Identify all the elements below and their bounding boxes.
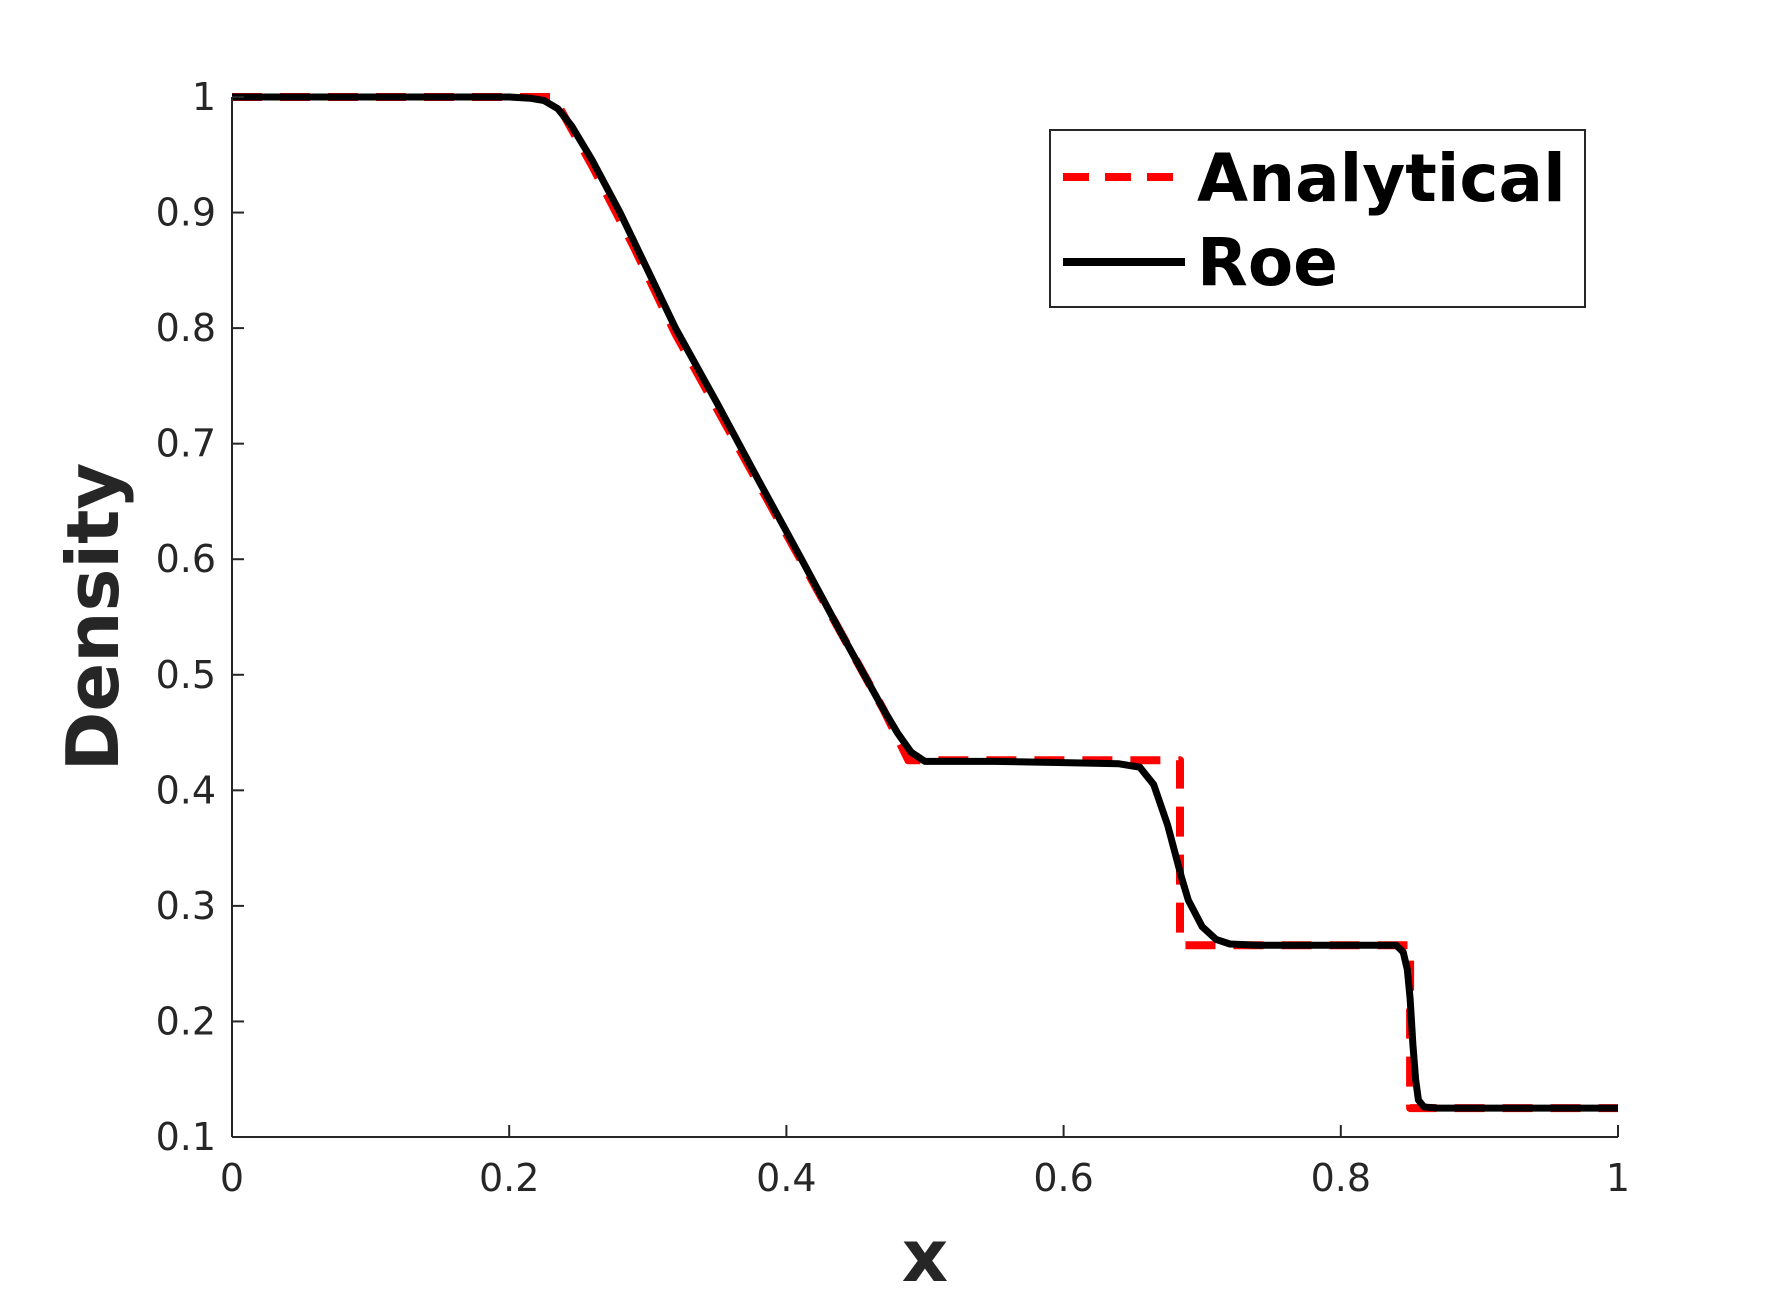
x-tick-label: 0.6 [1033,1156,1093,1200]
series-line-roe [232,93,1618,1112]
x-tick-label: 0.4 [756,1156,816,1200]
legend-label-roe: Roe [1197,224,1338,301]
legend-box [1049,129,1586,308]
y-tick-label: 0.6 [156,537,216,581]
axes [231,97,1618,1138]
y-tick-label: 1 [192,75,216,119]
y-tick-label: 0.1 [156,1115,216,1159]
x-tick-label: 0 [220,1156,244,1200]
legend: Analytical Roe [1049,129,1586,308]
x-tick-label: 0.8 [1311,1156,1371,1200]
series-layer [232,93,1618,1113]
y-tick-label: 0.4 [156,768,216,812]
legend-label-analytical: Analytical [1197,140,1566,217]
y-tick-label: 0.8 [156,306,216,350]
y-ticks: 0.1 0.2 0.3 0.4 0.5 0.6 0.7 0.8 0.9 1 [156,75,244,1159]
y-tick-label: 0.9 [156,191,216,235]
y-tick-label: 0.5 [156,653,216,697]
y-axis-title: Density [51,463,135,772]
x-axis-title: x [902,1214,948,1291]
y-tick-label: 0.7 [156,422,216,466]
x-tick-label: 0.2 [479,1156,539,1200]
x-ticks: 0 0.2 0.4 0.6 0.8 1 [220,1125,1630,1200]
x-tick-label: 1 [1606,1156,1630,1200]
y-tick-label: 0.3 [156,884,216,928]
y-tick-label: 0.2 [156,999,216,1043]
